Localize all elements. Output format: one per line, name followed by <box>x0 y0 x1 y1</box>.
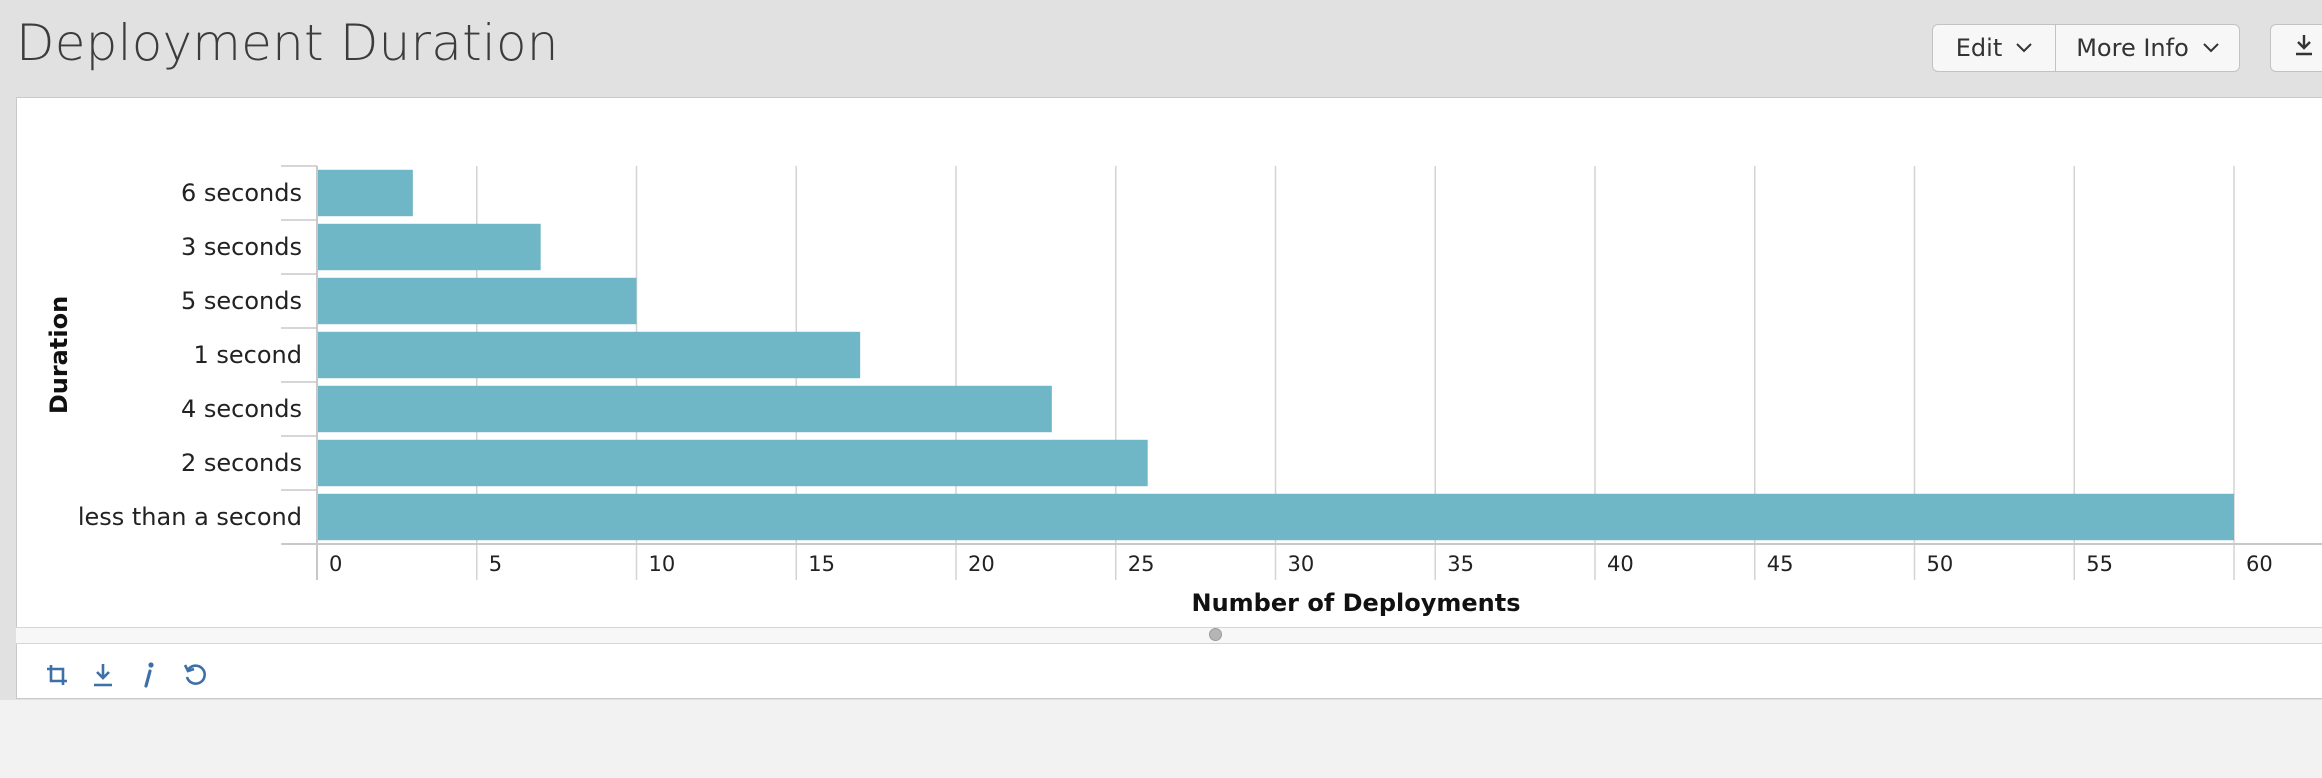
page-background <box>0 700 2322 778</box>
bar[interactable] <box>318 277 637 325</box>
bar-chart: 0 5 10 15 20 25 30 35 40 45 50 55 60 6 seconds 3 secon… <box>45 165 2322 617</box>
export-button[interactable] <box>2270 24 2322 72</box>
info-icon[interactable] <box>136 660 162 690</box>
x-tick-label: 60 <box>2246 552 2273 576</box>
x-axis-title: Number of Deployments <box>1192 589 1521 617</box>
x-tick-label: 50 <box>1927 552 1954 576</box>
resize-handle[interactable] <box>1209 628 1222 641</box>
panel-footer-divider <box>16 627 2322 644</box>
y-category-label: 6 seconds <box>181 179 302 207</box>
bar[interactable] <box>318 439 1148 487</box>
bar[interactable] <box>318 493 2234 541</box>
x-tick-label: 15 <box>808 552 835 576</box>
y-category-label: 1 second <box>194 341 303 369</box>
x-tick-label: 0 <box>329 552 342 576</box>
rotate-icon[interactable] <box>44 660 70 690</box>
chevron-down-icon <box>2016 43 2032 53</box>
y-category-label: less than a second <box>78 503 302 531</box>
download-icon <box>2293 33 2315 63</box>
refresh-icon[interactable] <box>182 660 208 690</box>
page-title: Deployment Duration <box>16 14 559 72</box>
bar[interactable] <box>318 223 541 271</box>
chevron-down-icon <box>2203 43 2219 53</box>
x-tick-label: 25 <box>1128 552 1155 576</box>
y-axis-title: Duration <box>45 296 73 414</box>
x-tick-label: 45 <box>1767 552 1794 576</box>
y-category-label: 5 seconds <box>181 287 302 315</box>
y-category-label: 4 seconds <box>181 395 302 423</box>
y-category-label: 2 seconds <box>181 449 302 477</box>
bar[interactable] <box>318 385 1052 433</box>
x-tick-label: 35 <box>1447 552 1474 576</box>
x-tick-label: 20 <box>968 552 995 576</box>
panel-footer-icons <box>44 660 208 690</box>
chart-panel: 0 5 10 15 20 25 30 35 40 45 50 55 60 6 seconds 3 secon… <box>16 97 2322 699</box>
toolbar: Edit More Info <box>1932 24 2322 74</box>
more-info-button[interactable]: More Info <box>2056 24 2240 72</box>
bar[interactable] <box>318 331 861 379</box>
more-info-button-label: More Info <box>2076 34 2189 62</box>
download-icon[interactable] <box>90 660 116 690</box>
x-tick-label: 40 <box>1607 552 1634 576</box>
x-tick-label: 55 <box>2086 552 2113 576</box>
bar[interactable] <box>318 169 413 217</box>
edit-button[interactable]: Edit <box>1932 24 2056 72</box>
y-category-label: 3 seconds <box>181 233 302 261</box>
x-tick-label: 30 <box>1288 552 1315 576</box>
x-tick-label: 5 <box>489 552 502 576</box>
edit-button-label: Edit <box>1955 34 2003 62</box>
x-tick-label: 10 <box>649 552 676 576</box>
